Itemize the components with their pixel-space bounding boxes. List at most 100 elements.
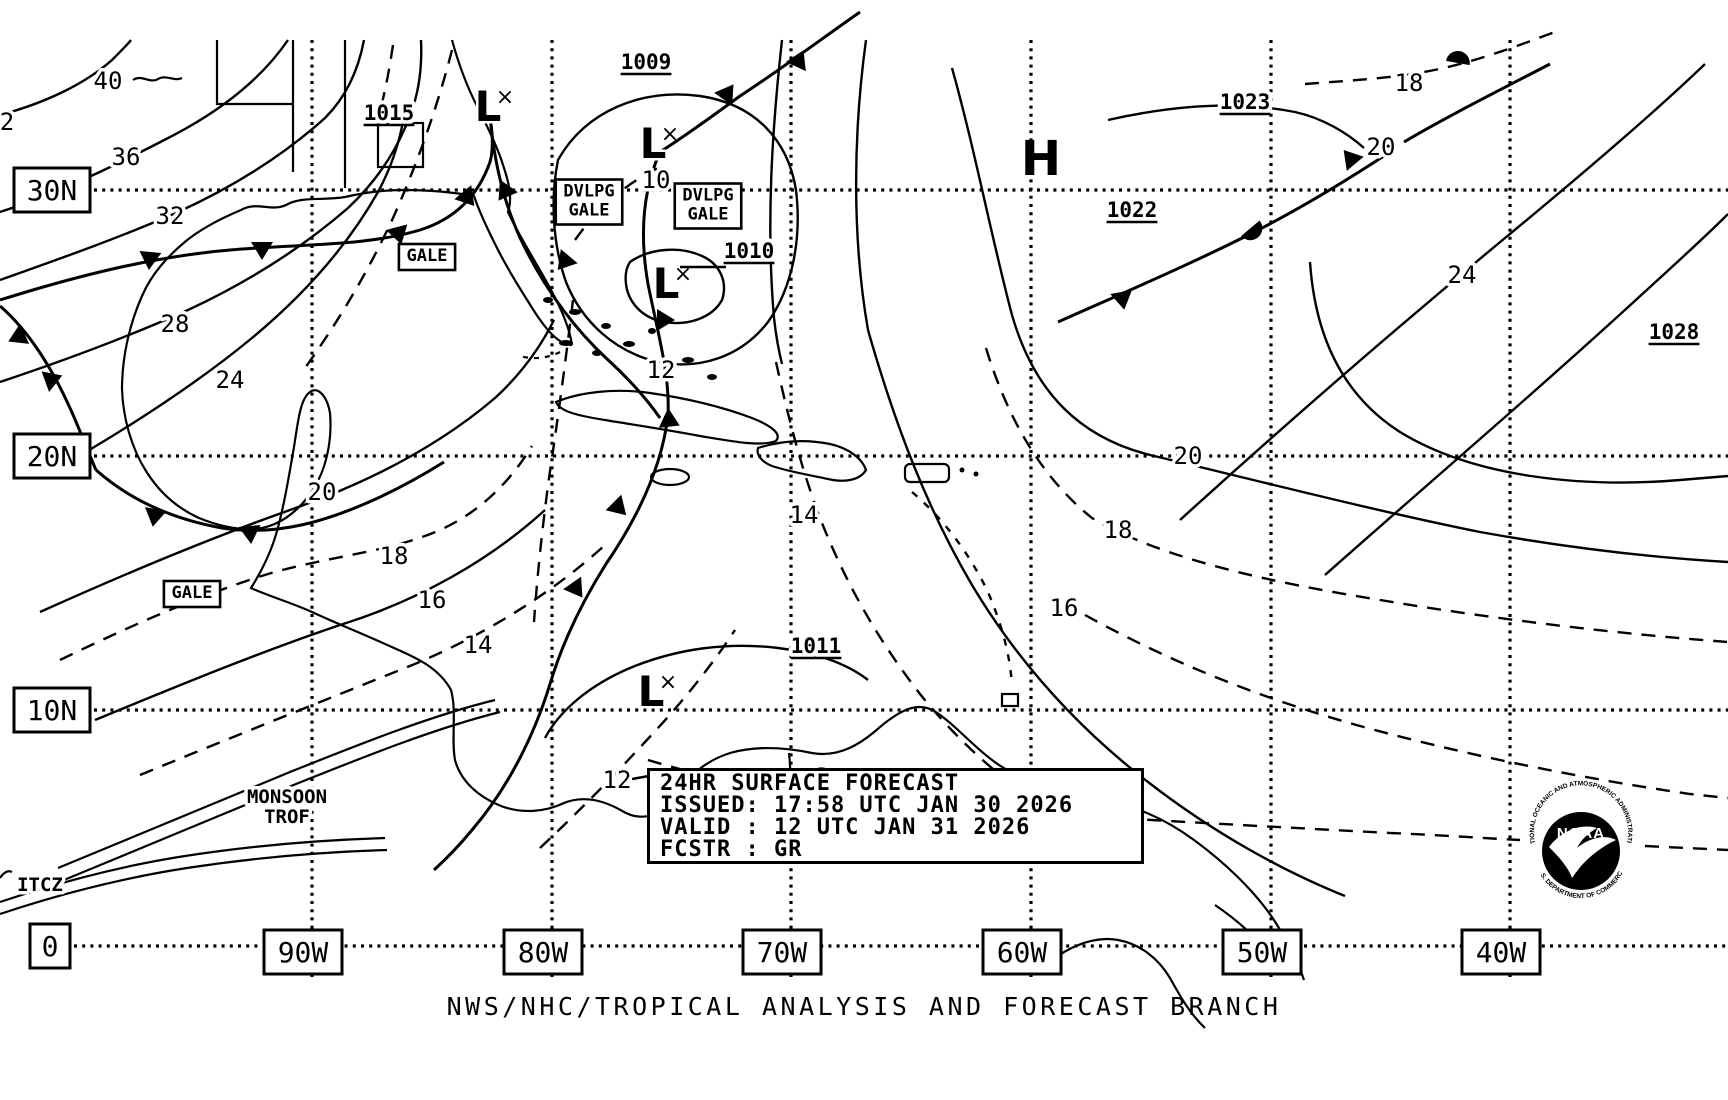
noaa-acronym: NOAA [1557,825,1605,842]
hazard-box [673,182,743,230]
state-border-lines [215,40,347,188]
low-center-cross: × [661,122,679,147]
map-labels: 1015 1009 1010 1011 1022 1023 1028 40 2 36 32 28 24 2… [0,46,1703,900]
yucatan-central-america-coast [249,389,672,818]
lon-label-box-40W [1460,928,1542,976]
info-box-title: 24HR SURFACE FORECAST [660,771,960,796]
contour-label: 40 [94,67,123,95]
lon-label-box-50W [1221,928,1303,976]
hispaniola-coastline [756,440,868,482]
trough-lines [0,698,501,916]
contour-label: 18 [380,542,409,570]
pressure-label: 1011 [791,634,842,658]
contour-label: 28 [161,310,190,338]
low-center-symbol: L [640,119,667,168]
pressure-label: 1022 [1107,198,1158,222]
florida-keys [519,351,561,360]
hazard-box [162,579,222,609]
noaa-logo: NATIONAL OCEANIC AND ATMOSPHERIC ADMINIS… [1524,780,1638,908]
florida-west-panhandle [344,188,573,347]
lon-label-box-60W [981,928,1063,976]
hazard-box-label: DVLPG [563,182,614,202]
lat-label: 10N [27,694,78,727]
lon-label: 50W [1237,936,1288,969]
bahamas-islands [543,297,979,477]
hazard-box-label: GALE [688,205,729,225]
hazard-box-label: GALE [407,246,448,266]
grid-label-boxes: 30N 20N 10N 0 90W 80W 70W 60W 50W 40W [12,166,1542,976]
trough-annotation: MONSOON [247,786,327,808]
fronts [0,10,1551,872]
jamaica [649,467,691,487]
info-box-valid: VALID : 12 UTC JAN 31 2026 [660,815,1031,840]
lon-label-box-70W [741,928,823,976]
hazard-box-label: DVLPG [682,186,733,206]
contour-label: 14 [790,501,819,529]
pressure-label: 1028 [1649,320,1700,344]
trough-annotation: TROF [264,806,310,828]
contour-label: 18 [1104,516,1133,544]
isobars-and-contours [0,28,1728,898]
low-center-symbol: L [638,667,665,716]
info-box-issued: ISSUED: 17:58 UTC JAN 30 2026 [660,793,1074,818]
pressure-label: 1010 [724,239,775,263]
monsoon-trough-line [57,698,501,882]
gulf-coast [120,195,346,531]
contour-label: 20 [1367,133,1396,161]
lat-label: 30N [27,174,78,207]
front-symbols [3,45,1472,604]
contour-label: 36 [112,143,141,171]
hazard-box-label: GALE [569,201,610,221]
florida-front [488,115,662,419]
info-box-fcstr: FCSTR : GR [660,837,803,862]
low-center-symbol: L [653,259,680,308]
lon-label: 90W [278,936,329,969]
lat-label: 0 [42,930,59,963]
hazard-box-label: GALE [172,583,213,603]
lon-label: 40W [1476,936,1527,969]
contour-label: 18 [1395,69,1424,97]
lat-label-box-10N [12,686,92,734]
trough-annotation: ITCZ [17,874,63,896]
isobar-1011-arc [543,644,869,739]
contour-label: 16 [418,586,447,614]
contour-label: 20 [1174,442,1203,470]
lesser-antilles-arc [911,491,1014,686]
lon-label-box-90W [262,928,344,976]
contour-label: 12 [647,356,676,384]
noaa-bird-icon [1549,826,1616,878]
cuba-coastline [554,389,779,445]
lon-label-box-80W [502,928,584,976]
contour-label: 32 [156,202,185,230]
pressure-label: 1023 [1220,90,1271,114]
lat-label: 20N [27,440,78,473]
low-center-symbol: L [475,82,502,131]
pressure-label: 1009 [621,50,672,74]
contour-label: 12 [603,766,632,794]
gulf-cold-front [0,115,494,302]
south-america-coast [670,706,1306,981]
contour-label: 24 [1448,261,1477,289]
hazard-box [554,178,624,226]
contour-label: 10 [642,166,671,194]
isobar-1010-oval [624,248,726,325]
forecast-info-box: 24HR SURFACE FORECAST ISSUED: 17:58 UTC … [647,768,1144,864]
isobar-1009-oval [552,93,799,366]
yucatan-front [95,460,445,532]
chart-title: NWS/NHC/TROPICAL ANALYSIS AND FORECAST B… [446,992,1282,1021]
state-borders [132,40,425,188]
isobar-1028-arc [1308,261,1728,484]
itcz-line [0,836,388,916]
contour-label: 24 [216,366,245,394]
pressure-label: 1015 [364,101,415,125]
high-center-symbol: H [1021,131,1061,187]
river-squiggle [132,76,183,82]
puerto-rico [903,462,951,484]
isobar-1023-curve [1107,104,1365,149]
contour-label: 16 [1050,594,1079,622]
lon-label: 80W [518,936,569,969]
lat-label-box-0 [28,922,72,970]
lat-label-box-30N [12,166,92,214]
